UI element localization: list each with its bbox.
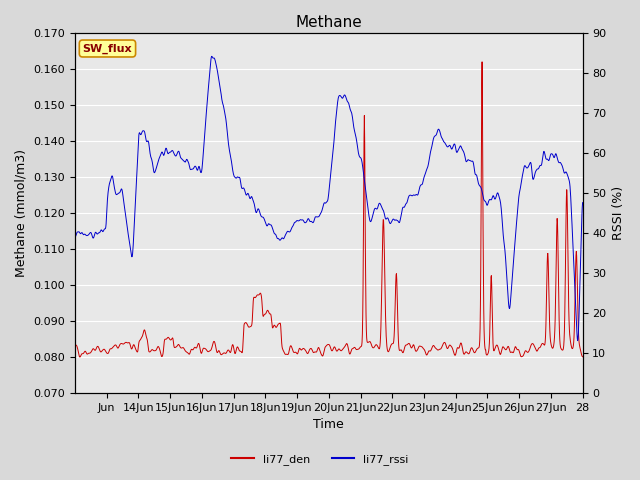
Y-axis label: RSSI (%): RSSI (%)	[612, 186, 625, 240]
Y-axis label: Methane (mmol/m3): Methane (mmol/m3)	[15, 149, 28, 277]
Legend: li77_den, li77_rssi: li77_den, li77_rssi	[227, 450, 413, 469]
Title: Methane: Methane	[296, 15, 362, 30]
Text: SW_flux: SW_flux	[83, 43, 132, 54]
X-axis label: Time: Time	[314, 419, 344, 432]
